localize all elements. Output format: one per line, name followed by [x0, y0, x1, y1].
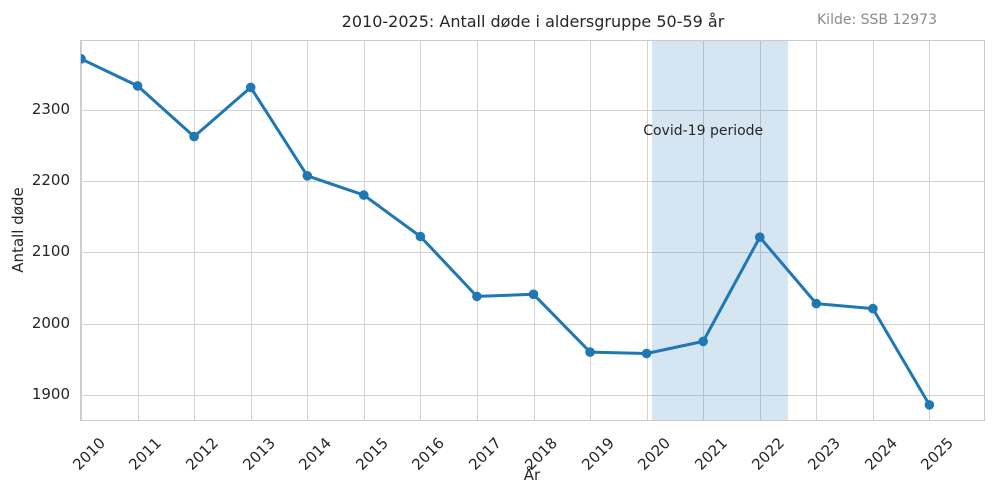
data-line	[81, 57, 931, 407]
x-tick-label-2016: 2016	[408, 434, 449, 474]
y-tick-label-2100: 2100	[31, 242, 70, 261]
chart-title: 2010-2025: Antall døde i aldersgruppe 50…	[341, 12, 725, 31]
gridline-x-2019	[590, 41, 592, 420]
y-tick-label-2000: 2000	[31, 313, 70, 332]
data-point-2012	[189, 131, 199, 142]
x-tick-label-2014: 2014	[295, 434, 336, 474]
x-tick-label-2025: 2025	[917, 434, 958, 474]
x-tick-label-2022: 2022	[747, 434, 788, 474]
data-point-2022	[755, 232, 765, 242]
gridline-y-2000	[81, 323, 984, 325]
x-tick-label-2018: 2018	[521, 434, 562, 474]
data-point-2010	[81, 54, 86, 64]
x-tick-label-2015: 2015	[351, 434, 392, 474]
data-point-2015	[359, 190, 369, 200]
data-point-2011	[132, 81, 143, 91]
data-point-2020	[641, 348, 652, 359]
gridline-y-2100	[81, 252, 984, 254]
gridline-x-2021	[703, 41, 705, 420]
gridline-x-2014	[307, 41, 309, 420]
x-tick-label-2013: 2013	[238, 434, 279, 474]
covid-period-label: Covid-19 periode	[643, 122, 764, 139]
y-tick-label-1900: 1900	[31, 384, 70, 403]
gridline-x-2016	[420, 41, 422, 420]
gridline-x-2012	[194, 41, 196, 420]
x-tick-label-2017: 2017	[464, 434, 505, 474]
gridline-x-2015	[363, 41, 365, 420]
x-tick-label-2023: 2023	[804, 434, 845, 474]
gridline-x-2013	[250, 41, 252, 420]
x-tick-label-2010: 2010	[68, 434, 109, 474]
gridline-y-2200	[81, 180, 984, 182]
gridline-y-2300	[81, 109, 984, 111]
data-point-2025	[924, 400, 935, 410]
gridline-x-2024	[872, 41, 874, 420]
data-point-2013	[245, 82, 256, 93]
x-tick-label-2011: 2011	[125, 434, 166, 474]
data-point-2023	[811, 298, 822, 309]
y-tick-label-2300: 2300	[31, 99, 70, 118]
gridline-x-2011	[137, 41, 139, 420]
gridline-x-2025	[929, 41, 931, 420]
source-note: Kilde: SSB 12973	[817, 12, 937, 28]
x-tick-label-2019: 2019	[578, 434, 618, 474]
gridline-y-1900	[81, 394, 984, 396]
data-point-2019	[585, 347, 595, 357]
x-tick-label-2012: 2012	[182, 434, 222, 474]
data-line-layer	[81, 54, 935, 410]
gridline-x-2017	[476, 41, 478, 420]
data-point-2021	[698, 336, 708, 347]
data-point-2017	[472, 291, 482, 302]
x-tick-label-2024: 2024	[860, 434, 901, 474]
y-tick-label-2200: 2200	[31, 170, 70, 189]
x-axis-label: År	[523, 466, 541, 484]
data-point-2024	[868, 303, 878, 314]
plot-area: Covid-19 periode	[80, 40, 985, 421]
gridline-x-2022	[759, 41, 761, 420]
data-point-2018	[528, 289, 539, 300]
y-axis-label: Antall døde	[9, 187, 27, 273]
gridline-x-2023	[816, 41, 818, 420]
data-point-2014	[302, 171, 313, 181]
gridline-x-2018	[533, 41, 535, 420]
x-tick-label-2020: 2020	[634, 434, 675, 474]
gridline-x-2020	[646, 41, 648, 420]
gridline-x-2010	[81, 41, 82, 420]
data-point-2016	[415, 231, 426, 242]
covid-period-span	[652, 41, 789, 420]
x-tick-label-2021: 2021	[691, 434, 731, 474]
